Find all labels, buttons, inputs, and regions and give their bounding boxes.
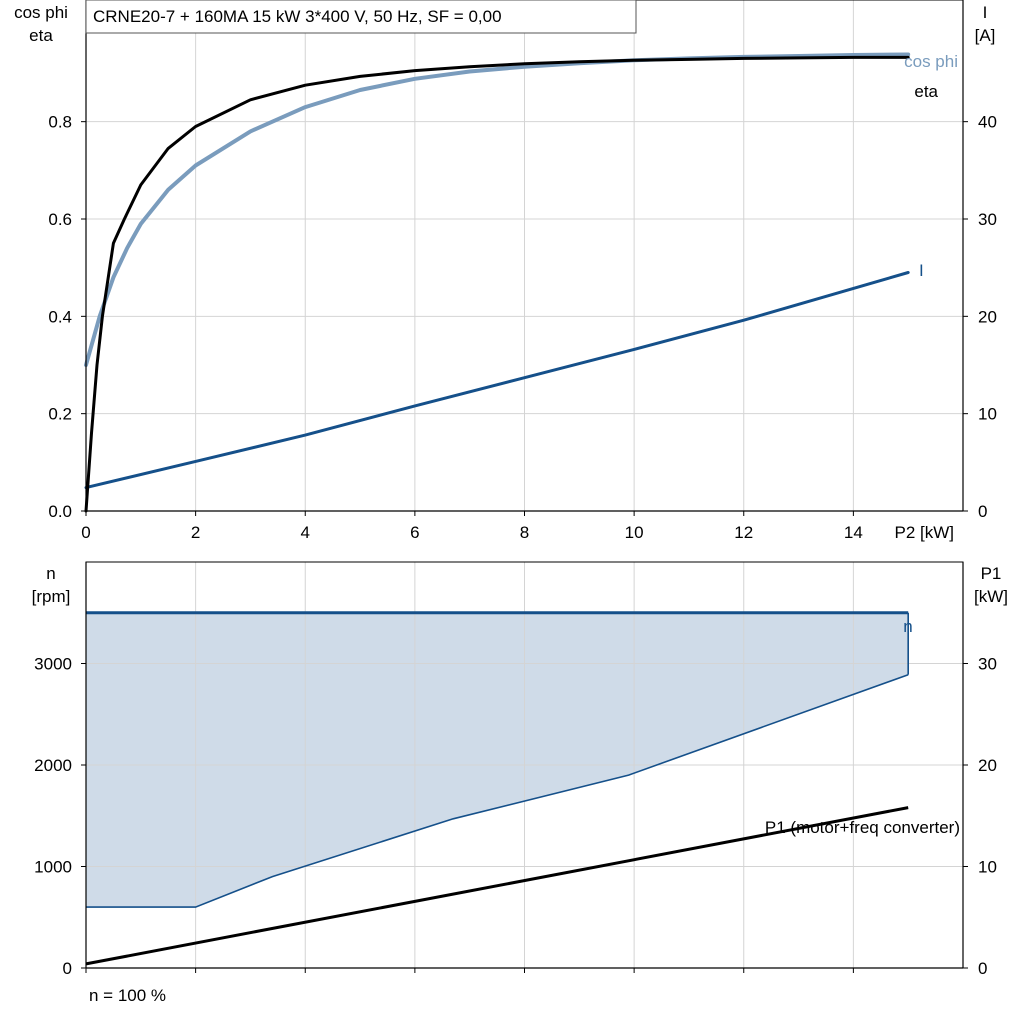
top-y-right-tick-label: 40 xyxy=(978,113,997,132)
bottom-y-right-tick-label: 10 xyxy=(978,858,997,877)
bottom-series-layer xyxy=(85,611,909,966)
top-x-tick-label: 12 xyxy=(734,523,753,542)
top-x-tick-label: 6 xyxy=(410,523,419,542)
top-right-axis-label-unit: [A] xyxy=(975,26,996,45)
top-x-tick-label: 8 xyxy=(520,523,529,542)
top-right-axis-label-i: I xyxy=(983,3,988,22)
top-x-tick-label: 0 xyxy=(81,523,90,542)
top-x-tick-label: 10 xyxy=(625,523,644,542)
chart-title: CRNE20-7 + 160MA 15 kW 3*400 V, 50 Hz, S… xyxy=(93,7,502,26)
bottom-y-left-tick-label: 2000 xyxy=(34,756,72,775)
top-series-layer xyxy=(84,52,911,513)
top-y-left-tick-label: 0.4 xyxy=(48,307,72,326)
top-y-right-tick-label: 10 xyxy=(978,405,997,424)
bottom-ticks-layer: 0 1000 2000 3000 0 10 20 30 xyxy=(34,655,997,979)
top-left-axis-label-cosphi: cos phi xyxy=(14,3,68,22)
top-x-axis-label: P2 [kW] xyxy=(894,523,954,542)
bottom-y-left-tick-label: 0 xyxy=(63,959,72,978)
bottom-right-axis-label-unit: [kW] xyxy=(974,587,1008,606)
bottom-y-right-tick-label: 0 xyxy=(978,959,987,978)
top-y-right-tick-label: 30 xyxy=(978,210,997,229)
bottom-y-right-tick-label: 20 xyxy=(978,756,997,775)
top-x-tick-label: 4 xyxy=(301,523,310,542)
series-line-eta xyxy=(84,55,910,513)
bottom-y-left-tick-label: 3000 xyxy=(34,655,72,674)
bottom-y-right-tick-label: 30 xyxy=(978,655,997,674)
top-chart: 0 2 4 6 8 10 12 14 0.0 0.2 0.4 0.6 0.8 0 10 20 30 40 CRNE… xyxy=(14,0,997,542)
speed-range-area xyxy=(86,612,909,908)
series-label-i: I xyxy=(919,261,924,280)
bottom-grid xyxy=(86,562,963,968)
series-label-cosphi: cos phi xyxy=(904,52,958,71)
speed-footnote: n = 100 % xyxy=(89,986,166,1005)
speed-min-line xyxy=(86,673,909,908)
top-left-axis-label-eta: eta xyxy=(29,26,53,45)
series-line-i xyxy=(84,271,910,490)
bottom-y-left-tick-label: 1000 xyxy=(34,858,72,877)
top-ticks-layer: 0 2 4 6 8 10 12 14 0.0 0.2 0.4 0.6 0.8 0 10 20 30 40 xyxy=(48,113,997,542)
top-x-tick-label: 14 xyxy=(844,523,863,542)
chart-title-box xyxy=(85,0,637,34)
series-label-eta: eta xyxy=(914,82,938,101)
top-x-tick-label: 2 xyxy=(191,523,200,542)
bottom-right-axis-label-p1: P1 xyxy=(981,564,1002,583)
top-y-left-tick-label: 0.2 xyxy=(48,405,72,424)
series-line-p1 xyxy=(85,806,909,966)
top-y-right-tick-label: 0 xyxy=(978,502,987,521)
top-y-right-tick-label: 20 xyxy=(978,307,997,326)
bottom-left-axis-label-n: n xyxy=(46,564,55,583)
top-y-left-tick-label: 0.0 xyxy=(48,502,72,521)
top-y-left-tick-label: 0.8 xyxy=(48,113,72,132)
bottom-left-axis-label-unit: [rpm] xyxy=(32,587,71,606)
bottom-chart: 0 1000 2000 3000 0 10 20 30 n [rpm] P1 [kW] n P… xyxy=(32,561,1008,1005)
series-line-cos-phi xyxy=(84,52,911,367)
series-label-p1: P1 (motor+freq converter) xyxy=(765,818,960,837)
series-label-n: n xyxy=(903,617,912,636)
bottom-area-layer xyxy=(86,612,909,908)
top-grid xyxy=(86,0,963,511)
top-y-left-tick-label: 0.6 xyxy=(48,210,72,229)
